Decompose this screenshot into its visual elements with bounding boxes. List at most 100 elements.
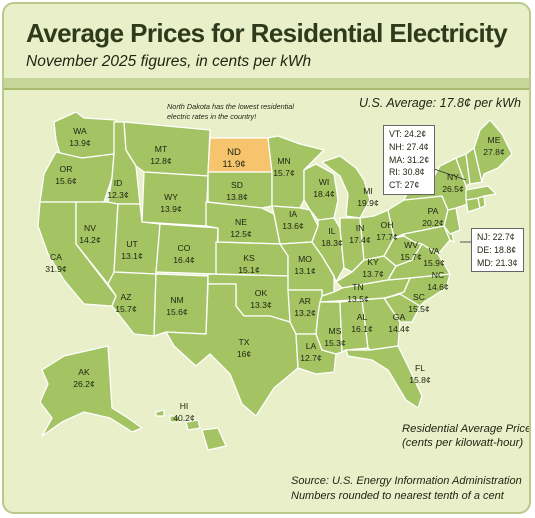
legend-line1: Residential Average Price — [402, 423, 531, 435]
nd-note-line2: electric rates in the country! — [167, 112, 257, 121]
label-la-abbr: LA — [306, 341, 317, 351]
callout-ct: CT: 27¢ — [389, 180, 420, 191]
label-wy-price: 13.9¢ — [160, 204, 182, 214]
label-mi-price: 19.9¢ — [357, 198, 379, 208]
label-va-price: 15.9¢ — [423, 258, 445, 268]
header-band-line — [4, 88, 529, 90]
callout-nh: NH: 27.4¢ — [389, 141, 429, 152]
label-sc-abbr: SC — [413, 292, 425, 302]
label-va-abbr: VA — [429, 246, 440, 256]
label-co-abbr: CO — [178, 243, 191, 253]
label-ok-abbr: OK — [255, 288, 268, 298]
state-nm — [153, 273, 209, 337]
label-hi-abbr: HI — [180, 401, 189, 411]
label-mt-abbr: MT — [155, 144, 168, 154]
label-hi-price: 40.2¢ — [173, 413, 195, 423]
label-ms-abbr: MS — [329, 326, 342, 336]
label-ga-price: 14.4¢ — [388, 324, 410, 334]
state-hi-1 — [155, 409, 165, 417]
label-co-price: 16.4¢ — [173, 255, 195, 265]
label-ar-abbr: AR — [299, 296, 311, 306]
label-il-price: 18.3¢ — [321, 238, 343, 248]
state-il — [311, 217, 345, 283]
label-ny-abbr: NY — [447, 172, 459, 182]
label-wi-price: 18.4¢ — [313, 189, 335, 199]
page-subtitle: November 2025 figures, in cents per kWh — [26, 53, 312, 70]
infographic-card: Average Prices for Residential Electrici… — [2, 2, 531, 514]
state-ma — [465, 185, 497, 201]
label-wv-price: 15.7¢ — [400, 252, 422, 262]
label-nd-price: 11.9¢ — [222, 159, 245, 170]
label-ca-abbr: CA — [50, 252, 62, 262]
label-al-price: 16.1¢ — [351, 324, 373, 334]
label-tx-abbr: TX — [239, 337, 250, 347]
label-tx-price: 16¢ — [237, 349, 252, 359]
label-ne-abbr: NE — [235, 217, 247, 227]
label-ia-price: 13.6¢ — [282, 221, 304, 231]
callout-ri: RI: 30.8¢ — [389, 167, 425, 178]
state-hi-4 — [201, 427, 227, 451]
label-ne-price: 12.5¢ — [230, 229, 252, 239]
label-mt-price: 12.8¢ — [150, 156, 172, 166]
state-al — [339, 299, 369, 353]
label-fl-abbr: FL — [415, 363, 425, 373]
label-ky-abbr: KY — [367, 257, 379, 267]
label-ms-price: 15.3¢ — [324, 338, 346, 348]
state-ak — [39, 345, 143, 437]
label-id-price: 12.3¢ — [107, 190, 129, 200]
source-note: Source: U.S. Energy Information Administ… — [291, 474, 522, 504]
state-or — [39, 151, 115, 203]
state-me — [473, 119, 513, 183]
label-mo-price: 13.1¢ — [294, 266, 316, 276]
nd-note: North Dakota has the lowest residential … — [167, 102, 294, 122]
label-az-price: 15.7¢ — [115, 304, 137, 314]
label-oh-abbr: OH — [381, 220, 394, 230]
nd-note-line1: North Dakota has the lowest residential — [167, 102, 294, 111]
label-nm-price: 15.6¢ — [166, 307, 188, 317]
label-il-abbr: IL — [328, 226, 335, 236]
label-oh-price: 17.7¢ — [376, 232, 398, 242]
label-ca-price: 31.9¢ — [45, 264, 67, 274]
state-hi-2 — [169, 415, 181, 423]
label-ut-abbr: UT — [126, 239, 138, 249]
label-wy-abbr: WY — [164, 192, 178, 202]
label-nd-abbr: ND — [227, 147, 241, 158]
label-mn-price: 15.7¢ — [273, 168, 295, 178]
callout-md: MD: 21.3¢ — [477, 257, 518, 268]
label-mi-abbr: MI — [363, 186, 373, 196]
mid-callout: NJ: 22.7¢ DE: 18.8¢ MD: 21.3¢ — [471, 228, 524, 273]
label-nc-price: 14.6¢ — [427, 282, 449, 292]
ne-callout-leader — [433, 168, 467, 181]
label-in-price: 17.4¢ — [349, 235, 371, 245]
label-nv-abbr: NV — [84, 223, 96, 233]
state-fl — [345, 345, 423, 409]
callout-vt: VT: 24.2¢ — [389, 129, 427, 139]
label-wa-price: 13.9¢ — [69, 138, 91, 148]
state-tx — [165, 283, 299, 417]
label-id-abbr: ID — [114, 178, 123, 188]
label-sd-price: 13.8¢ — [226, 192, 248, 202]
state-hi-3 — [185, 419, 201, 431]
label-ak-abbr: AK — [78, 367, 90, 377]
label-az-abbr: AZ — [121, 292, 132, 302]
label-pa-abbr: PA — [428, 206, 439, 216]
source-line2: Numbers rounded to nearest tenth of a ce… — [291, 490, 504, 502]
state-mi — [321, 155, 371, 219]
state-labels: WA 13.9¢ OR 15.6¢ CA 31.9¢ NV 14.2¢ ID 1… — [45, 126, 505, 423]
label-ok-price: 13.3¢ — [250, 300, 272, 310]
label-nc-abbr: NC — [432, 270, 444, 280]
label-ks-abbr: KS — [243, 253, 255, 263]
label-fl-price: 15.8¢ — [409, 375, 431, 385]
state-nc — [385, 273, 451, 307]
label-wv-abbr: WV — [404, 240, 418, 250]
page-title: Average Prices for Residential Electrici… — [26, 18, 508, 48]
label-tn-price: 13.5¢ — [347, 294, 369, 304]
label-in-abbr: IN — [356, 223, 365, 233]
label-ia-abbr: IA — [289, 209, 297, 219]
state-sd — [207, 171, 273, 209]
legend: Residential Average Price (cents per kil… — [402, 422, 531, 450]
label-or-price: 15.6¢ — [55, 176, 77, 186]
us-map: WA 13.9¢ OR 15.6¢ CA 31.9¢ NV 14.2¢ ID 1… — [37, 111, 513, 451]
label-ky-price: 13.7¢ — [362, 269, 384, 279]
label-la-price: 12.7¢ — [300, 353, 322, 363]
